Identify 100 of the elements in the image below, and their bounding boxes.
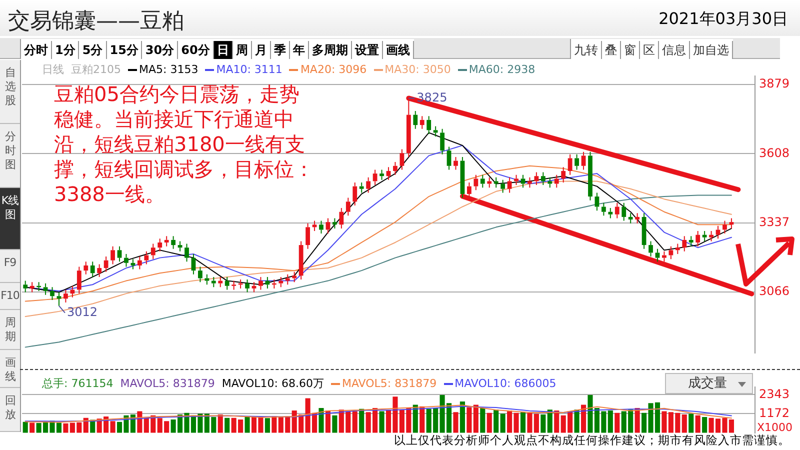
candlestick [722,220,727,234]
candlestick [568,154,572,176]
bar [224,418,230,433]
candlestick [258,276,263,290]
legend-label: MA10: 3111 [215,63,282,76]
text: 日 [214,41,233,59]
annotation: 3012 [66,304,98,319]
candlestick [158,238,162,252]
candlestick [507,176,512,194]
candlestick [76,266,82,294]
candlestick [298,240,304,280]
candlestick [528,176,532,188]
annotation: MAVOL10: 68.60万 [222,377,324,390]
candlestick [90,261,95,278]
text: 九转 [571,41,602,59]
text: 15分 [106,41,142,59]
candlestick [702,230,707,242]
candlestick [540,172,546,186]
text: 季 [270,41,290,59]
candlestick [446,146,452,170]
text: 60分 [178,41,214,59]
text: 信息 [659,41,690,59]
candlestick [662,250,666,262]
text: 1分 [52,41,80,59]
annotation: 豆粕05合约今日震荡，走势稳健。当前接近下行通道中沿，短线豆粕3180一线有支撑，短线回调试多，目标位：3388一线。 [54,82,315,207]
bar [520,412,526,433]
candlestick [709,230,714,242]
candlestick [480,174,485,188]
candlestick [454,156,458,170]
candlestick [306,222,310,250]
candlestick [232,280,236,290]
bar [264,418,270,433]
candlestick [211,276,216,288]
bar [379,411,384,433]
bar [702,417,708,433]
bar [540,414,546,433]
candlestick [137,256,142,270]
candlestick [393,162,398,176]
bar [614,412,620,433]
candlestick [696,230,700,247]
text: 分时 [21,41,52,59]
text: F10 [0,283,20,310]
candlestick [628,212,633,224]
text: 30分 [142,41,178,59]
candlestick [332,218,337,229]
text: 窗 [621,41,640,59]
annotation: MAVOL5: 831879 [120,377,215,390]
legend-label: MAVOL10: 686005 [454,377,556,390]
bar [662,411,667,433]
bar [22,422,28,433]
annotation: 总手: 761154 [42,377,114,390]
text: 自选股 [0,60,20,124]
candlestick [420,116,424,130]
text: 叠 [602,41,621,59]
candlestick [440,128,444,155]
candlestick [110,246,115,265]
bar [453,412,458,433]
candlestick [171,236,176,250]
candlestick [104,256,108,272]
candlestick [608,208,613,219]
legend-label: MA60: 2938 [468,63,536,76]
text: 画线 [382,41,414,59]
text: 豆粕2105 [71,63,121,76]
candlestick [675,243,680,254]
candlestick [198,266,202,283]
text: 月 [252,41,271,59]
legend-label: MA20: 3096 [299,63,367,76]
bar [580,404,586,433]
candlestick [319,220,324,234]
bar [486,412,492,433]
text: F9 [0,250,20,283]
candlestick [150,243,156,260]
bar [554,410,560,433]
candlestick [144,250,149,265]
bar [500,414,506,433]
candlestick [548,176,552,188]
candlestick [642,212,646,250]
bar [352,411,358,433]
y-tick-label: 3608 [759,146,790,160]
candlestick [648,240,653,258]
candlestick [224,276,230,290]
chart-title: 交易锦囊——豆粕 [8,8,184,36]
candlestick [218,276,223,288]
candlestick [380,169,384,180]
candlestick [339,208,344,229]
annotation: 3825 [416,90,448,104]
text: 设置 [352,41,383,59]
candlestick [164,236,169,247]
candlestick [413,110,418,130]
candlestick [50,286,54,300]
candlestick [64,289,68,303]
bar [244,416,250,433]
candlestick [84,261,88,275]
candlestick [635,212,640,224]
candlestick [460,156,465,198]
text: K线图 [0,188,20,250]
text: 周期 [0,310,20,350]
chart-subtitle: 2021年03月30日 [658,9,788,30]
candlestick [668,246,674,260]
candlestick [622,202,626,222]
